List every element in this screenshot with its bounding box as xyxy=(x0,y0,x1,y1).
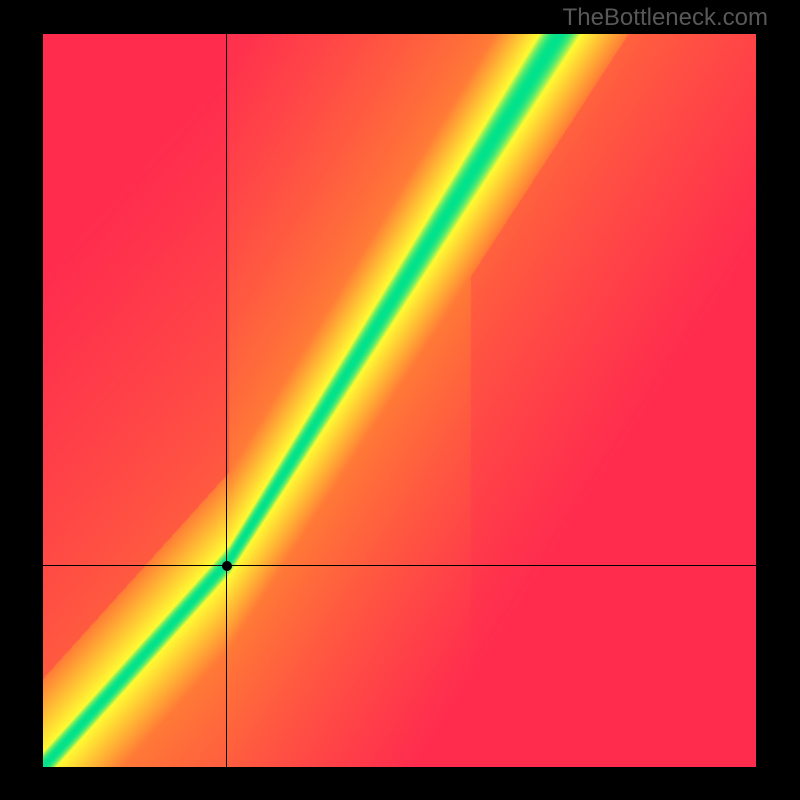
crosshair-horizontal xyxy=(43,565,756,566)
heatmap-canvas xyxy=(43,34,756,767)
watermark-text: TheBottleneck.com xyxy=(563,4,768,32)
heatmap-plot xyxy=(43,34,756,767)
crosshair-vertical xyxy=(226,34,227,767)
